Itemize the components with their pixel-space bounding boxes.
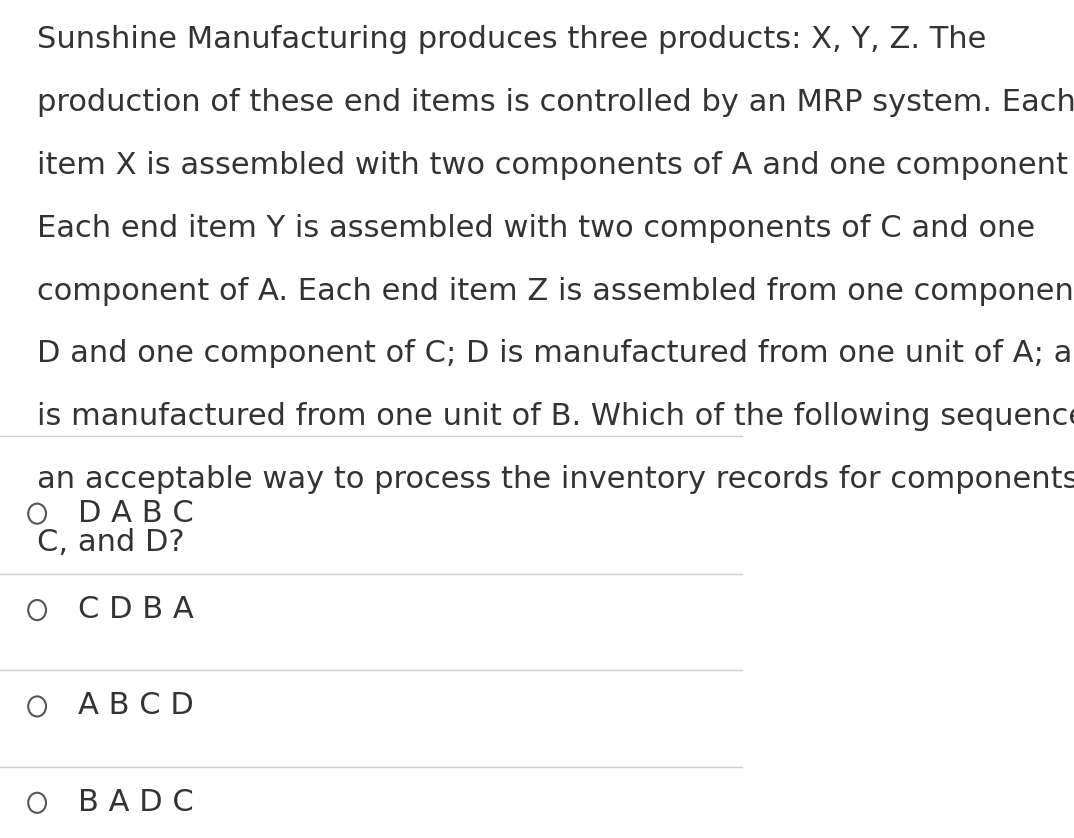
Text: production of these end items is controlled by an MRP system. Each end: production of these end items is control… [38,88,1074,117]
Text: item X is assembled with two components of A and one component of B.: item X is assembled with two components … [38,151,1074,180]
Text: D and one component of C; D is manufactured from one unit of A; and C: D and one component of C; D is manufactu… [38,339,1074,369]
Text: C, and D?: C, and D? [38,528,185,557]
Text: C D B A: C D B A [78,595,193,624]
Text: an acceptable way to process the inventory records for components A, B,: an acceptable way to process the invento… [38,465,1074,494]
Text: component of A. Each end item Z is assembled from one component of: component of A. Each end item Z is assem… [38,277,1074,306]
Text: Sunshine Manufacturing produces three products: X, Y, Z. The: Sunshine Manufacturing produces three pr… [38,25,987,54]
Text: is manufactured from one unit of B. Which of the following sequences is: is manufactured from one unit of B. Whic… [38,402,1074,432]
Text: D A B C: D A B C [78,499,193,528]
Text: Each end item Y is assembled with two components of C and one: Each end item Y is assembled with two co… [38,214,1035,243]
Text: B A D C: B A D C [78,788,193,817]
Text: A B C D: A B C D [78,691,193,721]
